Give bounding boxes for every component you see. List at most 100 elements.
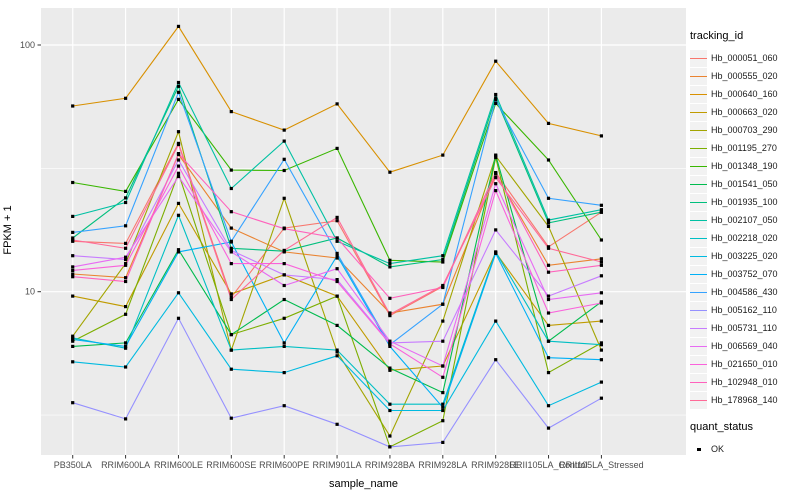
color-line-key-icon — [690, 67, 707, 85]
x-tick-label: RRIM600LE — [154, 460, 203, 470]
data-point — [441, 302, 445, 306]
plot-panel — [41, 8, 686, 455]
data-point — [335, 146, 339, 150]
legend-entry: Hb_005162_110 — [690, 301, 798, 319]
data-point — [71, 275, 75, 279]
legend-entry: Hb_001195_270 — [690, 139, 798, 157]
data-point — [441, 419, 445, 423]
data-point — [599, 203, 603, 207]
color-line-key-icon — [690, 139, 707, 157]
legend-entry-label: Hb_004586_430 — [711, 287, 778, 297]
data-point — [229, 295, 233, 299]
data-point — [546, 224, 551, 228]
data-point — [599, 263, 603, 267]
data-point — [599, 348, 603, 352]
data-point — [335, 350, 339, 354]
data-point — [282, 227, 286, 231]
data-point — [388, 366, 392, 370]
data-point — [124, 344, 128, 348]
legend-entry-label: Hb_178968_140 — [711, 395, 778, 405]
color-line-key-icon — [690, 373, 707, 391]
data-point — [335, 294, 339, 298]
data-point — [599, 238, 603, 242]
legend-entry: Hb_000703_290 — [690, 121, 798, 139]
color-line-key-icon — [690, 121, 707, 139]
data-point — [546, 323, 551, 327]
series-color-swatch — [690, 345, 707, 347]
data-point — [599, 134, 603, 138]
data-point — [388, 434, 392, 438]
legend-entry-label: Hb_001348_190 — [711, 161, 778, 171]
data-point — [494, 182, 498, 186]
data-point — [335, 348, 339, 352]
data-point — [335, 219, 339, 223]
data-point — [441, 339, 445, 343]
data-point — [599, 210, 603, 214]
data-point — [124, 312, 128, 316]
data-point — [229, 367, 233, 371]
legend-title-tracking-id: tracking_id — [690, 30, 744, 42]
y-tick-label: 10 — [25, 287, 35, 297]
y-axis-title: FPKM + 1 — [2, 205, 14, 255]
data-point — [124, 246, 128, 250]
series-color-swatch — [690, 237, 707, 239]
tracking-id-legend-list: Hb_000051_060 Hb_000555_020 Hb_000640_160 H… — [690, 49, 798, 409]
data-point — [494, 358, 498, 362]
data-point — [335, 422, 339, 426]
data-point — [494, 189, 498, 193]
data-point — [282, 196, 286, 200]
data-point — [599, 274, 603, 278]
series-color-swatch — [690, 129, 707, 131]
data-point — [335, 236, 339, 240]
data-point — [176, 90, 181, 94]
data-point — [71, 339, 75, 343]
data-point — [546, 371, 551, 375]
data-point — [71, 214, 75, 218]
data-point — [71, 230, 75, 234]
legend-entry-label: Hb_002218_020 — [711, 233, 778, 243]
data-point — [229, 210, 233, 214]
data-point — [71, 337, 75, 342]
legend-entry-label: Hb_021650_010 — [711, 359, 778, 369]
data-point — [124, 346, 128, 350]
data-point — [229, 297, 233, 302]
data-point — [282, 139, 286, 143]
data-point — [282, 262, 286, 266]
data-point — [494, 155, 498, 160]
data-point — [176, 84, 181, 88]
data-point — [494, 319, 498, 323]
x-tick-label: PB350LA — [54, 460, 92, 470]
data-point — [388, 262, 392, 266]
data-point — [441, 408, 445, 413]
data-point — [229, 292, 233, 296]
legend-entry: Hb_002107_050 — [690, 211, 798, 229]
legend-entry-label: Hb_001935_100 — [711, 197, 778, 207]
x-tick-label: RRII105LA_Control — [510, 460, 588, 470]
data-point — [599, 396, 603, 400]
color-line-key-icon — [690, 355, 707, 373]
data-point — [229, 186, 233, 191]
data-point — [282, 128, 286, 132]
series-color-swatch — [690, 309, 707, 311]
legend-entry: Hb_178968_140 — [690, 391, 798, 409]
data-point — [124, 189, 128, 193]
color-line-key-icon — [690, 211, 707, 229]
data-point — [494, 251, 498, 255]
series-color-swatch — [690, 111, 707, 113]
x-tick-label: RRIM600LA — [101, 460, 150, 470]
data-point — [124, 279, 128, 284]
series-color-swatch — [690, 327, 707, 329]
data-point — [388, 368, 392, 372]
data-point — [335, 267, 339, 271]
data-point — [176, 158, 181, 162]
data-point — [388, 408, 392, 413]
legend-entry-label: Hb_000663_020 — [711, 107, 778, 117]
data-point — [71, 294, 75, 298]
series-color-swatch — [690, 381, 707, 383]
data-point — [71, 104, 75, 108]
data-point — [388, 402, 392, 406]
data-point — [124, 263, 128, 267]
data-point — [229, 168, 233, 172]
data-point — [71, 268, 75, 272]
